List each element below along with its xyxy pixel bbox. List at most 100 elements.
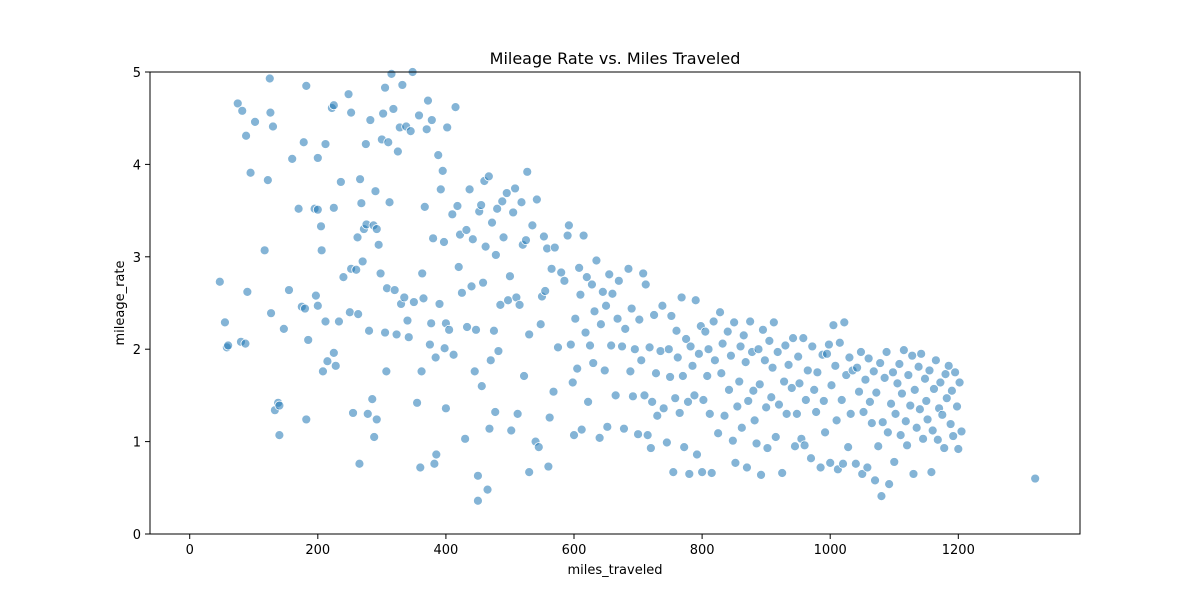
data-point [310,290,321,301]
data-point [373,239,384,250]
data-point [937,409,948,420]
data-point [367,394,378,404]
data-point [907,350,918,361]
data-point [892,378,903,389]
data-point [312,204,323,215]
x-tick-label: 400 [433,543,458,558]
data-point [890,408,901,419]
data-point [232,98,243,109]
data-point [362,408,373,419]
data-point [1030,473,1041,484]
data-point [779,376,789,387]
data-point [265,107,276,118]
data-point [620,323,631,334]
data-point [914,404,925,415]
data-point [447,209,458,220]
data-point [448,349,459,360]
data-point [428,233,438,244]
data-point [480,241,491,252]
y-axis-label: mileage_rate [113,260,128,345]
data-point [793,351,804,362]
data-point [838,458,848,469]
data-point [553,342,563,353]
data-point [952,401,962,412]
data-point [857,469,868,479]
data-point [623,263,634,274]
data-point [533,442,544,453]
data-point [670,393,681,404]
data-point [612,313,623,324]
data-point [868,366,879,377]
data-point [762,443,773,453]
data-point [403,332,414,343]
data-point [751,438,762,449]
data-point [355,174,365,185]
data-point [788,333,798,344]
data-point [676,292,687,303]
data-point [262,175,273,186]
data-point [453,262,464,272]
data-point [756,469,766,480]
data-point [328,100,339,111]
data-point [506,425,517,436]
data-point [423,95,433,106]
data-point [380,327,390,338]
data-point [476,200,487,210]
data-point [941,393,952,404]
data-point [689,390,700,401]
data-point [844,352,855,363]
data-point [597,287,608,297]
data-point [926,467,937,477]
data-point [642,430,653,441]
data-point [259,245,270,256]
data-point [870,475,880,486]
data-point [539,231,549,242]
data-point [519,371,529,381]
data-point [572,363,583,374]
data-point [671,325,682,336]
data-point [818,396,829,406]
data-point [439,343,450,354]
data-point [792,408,802,419]
data-point [626,303,637,314]
data-point [435,184,446,195]
data-point [602,421,613,432]
data-point [426,318,437,329]
data-point [800,395,811,405]
data-point [734,376,745,387]
data-point [729,317,740,328]
data-point [498,232,509,243]
data-point [786,383,797,393]
data-point [758,324,768,335]
data-point [871,387,882,398]
data-point [634,314,645,325]
data-point [875,358,886,368]
data-point [807,341,818,352]
data-point [384,197,395,208]
data-point [854,386,864,397]
data-point [825,457,836,468]
data-point [414,110,424,121]
data-point [702,371,713,381]
data-point [677,371,688,381]
data-point [897,388,907,399]
data-point [663,344,674,355]
data-point [665,372,675,382]
x-tick-label: 0 [186,543,194,558]
data-point [865,396,875,407]
data-point [589,306,600,317]
data-point [645,443,656,453]
data-point [353,309,364,319]
data-point [300,303,310,314]
data-point [576,424,587,435]
data-point [916,348,927,359]
data-point [694,348,704,359]
data-point [245,167,256,178]
data-point [629,344,640,355]
y-tick-label: 3 [133,251,141,266]
data-point [722,326,733,337]
data-point [882,427,893,438]
data-point [902,440,912,451]
data-point [920,373,930,384]
data-point [834,337,845,348]
